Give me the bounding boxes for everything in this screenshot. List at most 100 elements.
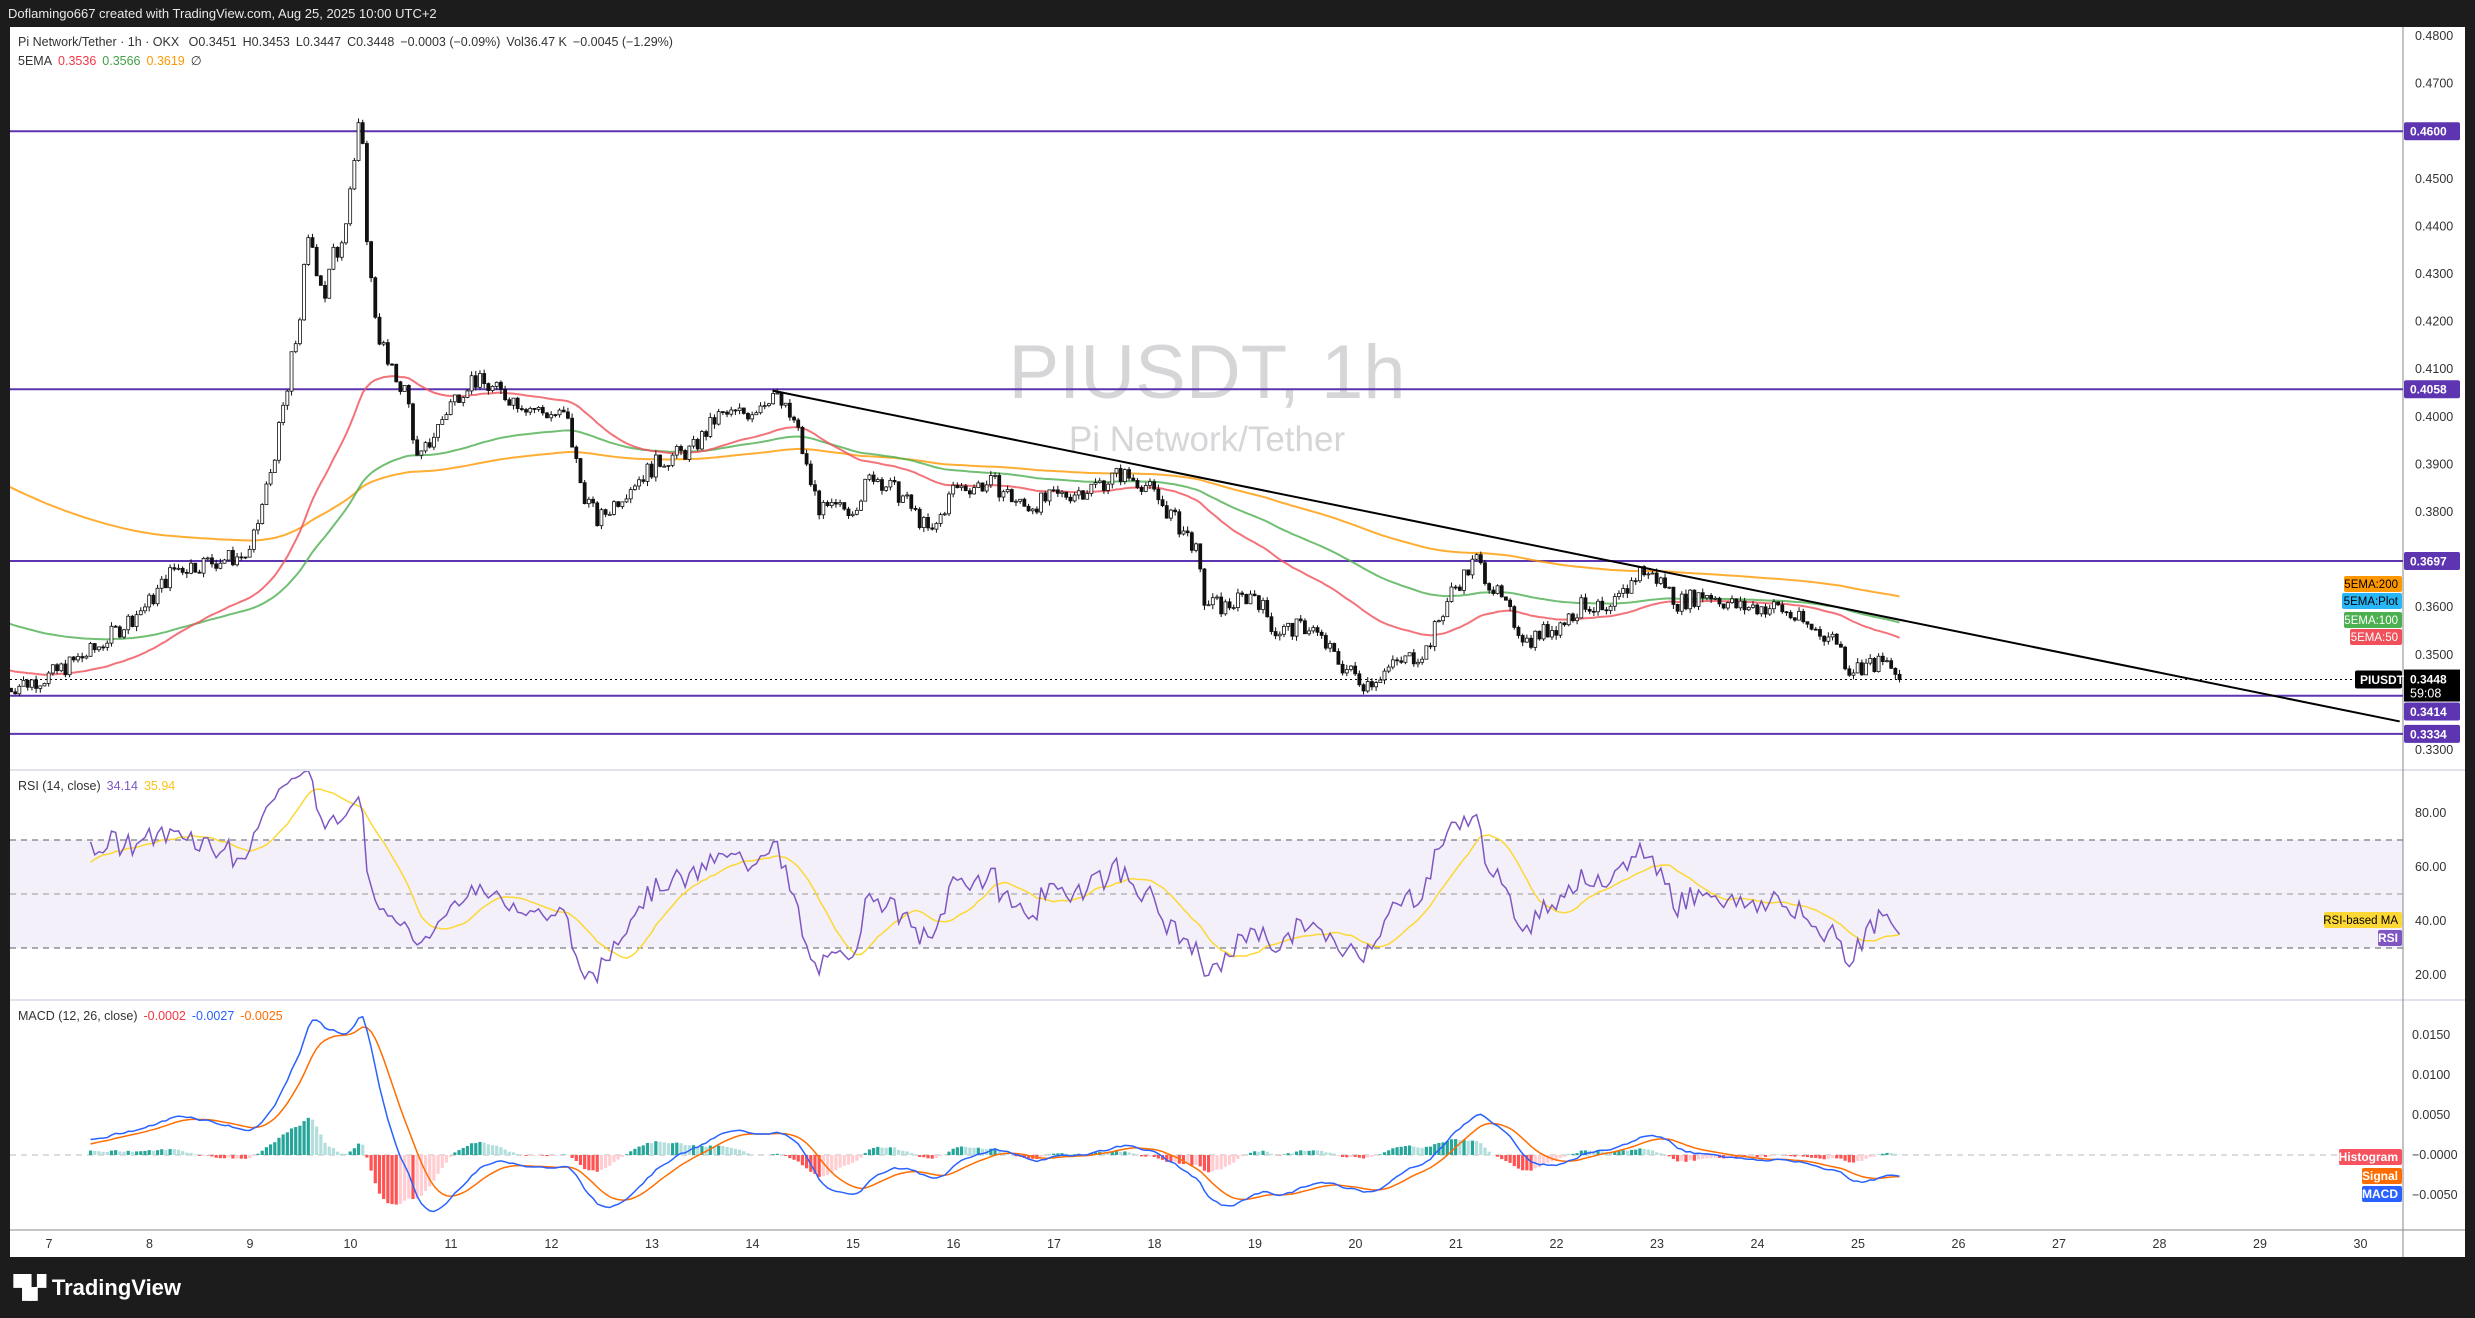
candle[interactable] <box>553 413 558 418</box>
candle[interactable] <box>988 471 993 489</box>
candle[interactable] <box>972 484 977 495</box>
candle[interactable] <box>1127 466 1131 481</box>
candle[interactable] <box>50 664 55 676</box>
candle[interactable] <box>398 380 403 395</box>
candle[interactable] <box>1876 653 1881 673</box>
candle[interactable] <box>519 405 524 412</box>
candle[interactable] <box>1332 642 1337 652</box>
candle[interactable] <box>725 410 729 418</box>
candle[interactable] <box>951 481 956 498</box>
candle[interactable] <box>1110 472 1115 489</box>
candle[interactable] <box>1650 571 1655 575</box>
candle[interactable] <box>1382 668 1387 685</box>
candle[interactable] <box>92 642 97 653</box>
candle[interactable] <box>1457 584 1462 592</box>
candle[interactable] <box>1340 660 1345 676</box>
candle[interactable] <box>545 411 549 419</box>
candle[interactable] <box>1705 595 1709 601</box>
candle[interactable] <box>84 654 89 660</box>
candle[interactable] <box>750 411 755 423</box>
candle[interactable] <box>700 430 704 451</box>
candle[interactable] <box>1185 526 1190 537</box>
candle[interactable] <box>1843 645 1848 671</box>
candle[interactable] <box>155 584 160 607</box>
candle[interactable] <box>1537 630 1542 641</box>
candle[interactable] <box>909 494 914 512</box>
candle[interactable] <box>1206 600 1211 607</box>
candle[interactable] <box>637 476 642 490</box>
candle[interactable] <box>1646 571 1651 579</box>
candle[interactable] <box>691 435 696 449</box>
candle[interactable] <box>1533 630 1538 651</box>
candle[interactable] <box>411 402 415 444</box>
candle[interactable] <box>1596 598 1600 616</box>
candle[interactable] <box>302 263 307 321</box>
candle[interactable] <box>5 688 8 692</box>
candle[interactable] <box>783 402 788 408</box>
candle[interactable] <box>842 502 847 511</box>
candle[interactable] <box>762 401 767 410</box>
candle[interactable] <box>499 380 503 395</box>
candle[interactable] <box>306 234 311 266</box>
candle[interactable] <box>603 508 608 518</box>
candle[interactable] <box>180 566 185 576</box>
candle[interactable] <box>63 659 68 678</box>
candle[interactable] <box>582 479 587 505</box>
candle[interactable] <box>461 396 466 407</box>
candle[interactable] <box>867 473 872 482</box>
candle[interactable] <box>348 186 353 226</box>
candle[interactable] <box>599 507 604 530</box>
candle[interactable] <box>444 412 449 420</box>
candle[interactable] <box>448 399 453 416</box>
candle[interactable] <box>1688 589 1693 613</box>
candle[interactable] <box>1805 621 1810 628</box>
candle[interactable] <box>1453 584 1458 590</box>
candle[interactable] <box>674 444 679 459</box>
candle[interactable] <box>1767 604 1772 616</box>
candle[interactable] <box>1792 617 1797 622</box>
macd-signal-line[interactable] <box>90 1026 1900 1201</box>
candle[interactable] <box>1018 498 1023 504</box>
candle[interactable] <box>38 685 43 693</box>
candle[interactable] <box>151 593 156 606</box>
candle[interactable] <box>214 559 219 572</box>
candle[interactable] <box>913 505 918 512</box>
candle[interactable] <box>126 614 131 635</box>
candle[interactable] <box>272 458 277 474</box>
candle[interactable] <box>1428 642 1433 650</box>
candle[interactable] <box>888 477 893 491</box>
candle[interactable] <box>1822 635 1827 646</box>
candle[interactable] <box>1102 479 1106 494</box>
candle[interactable] <box>767 402 771 408</box>
candle[interactable] <box>1621 584 1626 598</box>
candle[interactable] <box>1880 652 1885 666</box>
candle[interactable] <box>612 500 616 516</box>
candle[interactable] <box>679 444 683 456</box>
candle[interactable] <box>109 622 114 647</box>
candle[interactable] <box>1524 634 1529 643</box>
candle[interactable] <box>1504 596 1508 601</box>
candle[interactable] <box>645 462 650 487</box>
candle[interactable] <box>1462 569 1466 595</box>
candle[interactable] <box>1298 615 1303 624</box>
candle[interactable] <box>1813 626 1818 631</box>
candle[interactable] <box>892 476 897 485</box>
candle[interactable] <box>159 576 164 593</box>
candle[interactable] <box>771 389 776 405</box>
candle[interactable] <box>1617 590 1621 600</box>
candle[interactable] <box>934 521 939 533</box>
candle[interactable] <box>834 498 838 508</box>
candle[interactable] <box>298 317 302 346</box>
candle[interactable] <box>1885 657 1889 663</box>
candle[interactable] <box>335 246 340 262</box>
candle[interactable] <box>1416 658 1420 668</box>
candle[interactable] <box>1039 492 1044 516</box>
candle[interactable] <box>1399 656 1404 664</box>
candle[interactable] <box>1738 596 1743 611</box>
candle[interactable] <box>595 501 600 527</box>
candle[interactable] <box>1889 657 1894 670</box>
candle[interactable] <box>1072 492 1077 503</box>
candle[interactable] <box>884 486 889 492</box>
candle[interactable] <box>1579 594 1584 619</box>
candle[interactable] <box>1675 603 1680 614</box>
